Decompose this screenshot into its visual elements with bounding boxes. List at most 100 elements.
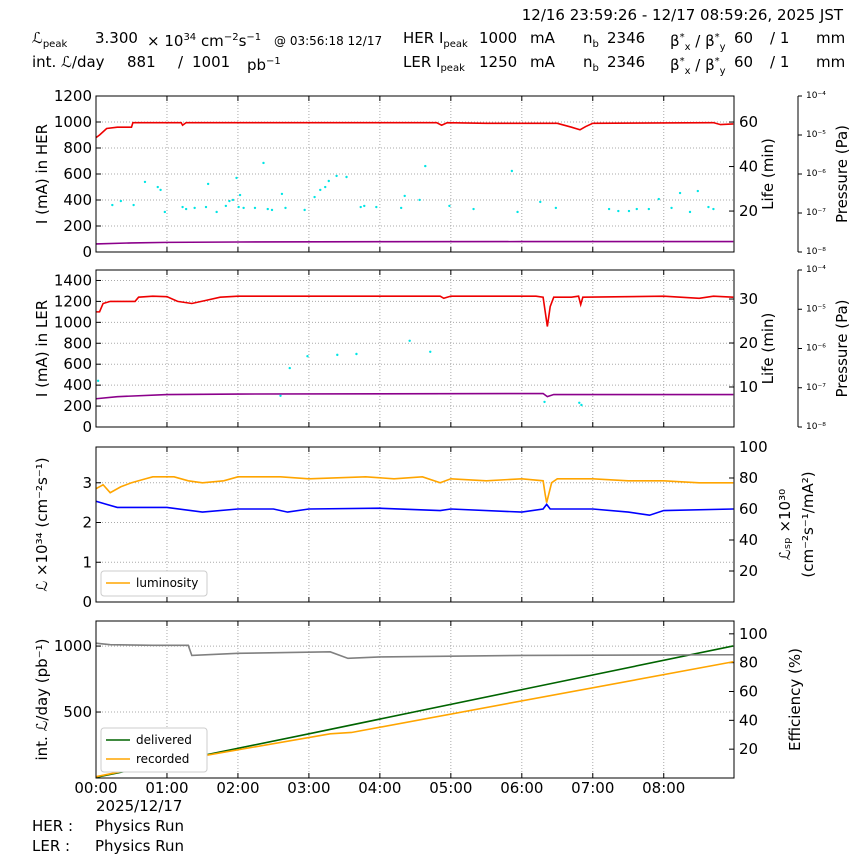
- data-point: [132, 203, 135, 207]
- header-text: mm: [816, 29, 846, 47]
- y-tick-label: 0: [82, 418, 92, 436]
- header-item: mA: [530, 28, 555, 48]
- y3-tick-label: 10⁻⁴: [806, 265, 826, 275]
- header-text: n: [583, 53, 593, 71]
- header-text: 881: [127, 53, 156, 71]
- data-point: [159, 188, 162, 192]
- y3-tick-label: 10⁻⁶: [806, 169, 826, 179]
- header-item: nb: [583, 52, 599, 79]
- data-point: [670, 206, 673, 210]
- y3-label: Pressure (Pa): [833, 125, 851, 223]
- header-text: / 1: [770, 53, 790, 71]
- header-item: mm: [816, 52, 845, 72]
- data-point: [288, 366, 291, 370]
- y2-tick-label: 60: [739, 500, 758, 518]
- y2-tick-label: 100: [739, 625, 768, 643]
- header-text: 60: [734, 53, 754, 71]
- header-text: *: [714, 56, 720, 67]
- header: ℒpeak 3.300 × 1034 cm−2s−1 @ 03:56:18 12/17…: [0, 0, 864, 80]
- y-tick-label: 200: [63, 217, 92, 235]
- data-point: [96, 379, 100, 383]
- data-point: [204, 205, 208, 209]
- y3-tick-label: 10⁻⁷: [806, 383, 826, 393]
- data-point: [408, 339, 411, 343]
- plot-frame: [95, 269, 735, 428]
- x-tick-label: 01:00: [145, 779, 188, 797]
- header-text: ℒ: [32, 29, 43, 47]
- y-label: I (mA) in LER: [33, 300, 51, 397]
- header-text: −1: [246, 32, 262, 43]
- y-tick-label: 400: [63, 376, 92, 394]
- x-tick-label: 03:00: [287, 779, 330, 797]
- data-point: [418, 198, 421, 202]
- data-point: [635, 207, 638, 211]
- data-point: [193, 206, 196, 210]
- header-item: 2346: [607, 28, 645, 48]
- data-point: [270, 208, 274, 212]
- header-item: nb: [583, 28, 599, 55]
- period: 12/16 23:59:26 - 12/17 08:59:26, 2025 JS…: [522, 6, 844, 24]
- header-text: 2346: [607, 29, 646, 47]
- header-text: y: [719, 42, 726, 53]
- data-point: [231, 198, 235, 202]
- header-item: / 1: [770, 28, 789, 48]
- data-point: [163, 210, 167, 214]
- y-tick-label: 2: [82, 514, 92, 532]
- header-text: mA: [530, 53, 555, 71]
- y2-tick-label: 20: [739, 334, 758, 352]
- header-text: @ 03:56:18 12/17: [274, 34, 383, 48]
- data-point: [303, 208, 306, 212]
- header-item: 1000: [479, 28, 517, 48]
- data-point: [580, 403, 583, 407]
- y3-tick-label: 10⁻⁵: [806, 130, 826, 140]
- header-item: HER Ipeak: [403, 28, 468, 55]
- y2-tick-label: 20: [739, 202, 758, 220]
- data-point: [607, 207, 611, 211]
- header-text: β: [670, 32, 680, 50]
- y2-tick-label: 60: [739, 682, 758, 700]
- y3-tick-label: 10⁻⁸: [806, 247, 826, 257]
- header-text: b: [592, 63, 599, 74]
- header-text: HER I: [403, 29, 444, 47]
- data-point: [280, 192, 284, 196]
- y-tick-label: 200: [63, 397, 92, 415]
- header-item: 1250: [479, 52, 517, 72]
- header-item: ℒpeak: [32, 28, 67, 55]
- header-text: n: [583, 29, 593, 47]
- header-item: × 1034 cm−2s−1: [147, 28, 261, 51]
- data-line: [95, 500, 734, 517]
- y-tick-label: 1: [82, 553, 92, 571]
- data-point: [279, 394, 282, 397]
- header-text: −1: [266, 56, 281, 67]
- data-point: [262, 161, 265, 165]
- data-point: [266, 207, 269, 211]
- plot-frame: [95, 620, 735, 779]
- data-point: [215, 210, 218, 214]
- y-label: ℒ ×10³⁴ (cm⁻²s⁻¹): [33, 457, 51, 591]
- data-point: [543, 400, 546, 404]
- data-point: [253, 206, 257, 210]
- header-item: mm: [816, 28, 845, 48]
- data-point: [516, 210, 519, 214]
- data-line: [95, 392, 734, 400]
- header-text: int. ℒ/day: [32, 53, 105, 71]
- header-item: / 1: [770, 52, 789, 72]
- y-tick-label: 1200: [54, 292, 92, 310]
- legend-box: [100, 727, 208, 773]
- data-point: [156, 185, 159, 189]
- header-text: mm: [816, 53, 846, 71]
- y2-tick-label: 10: [739, 378, 758, 396]
- header-item: pb−1: [247, 52, 281, 75]
- data-point: [707, 205, 710, 209]
- header-item: 881: [127, 52, 156, 72]
- data-point: [424, 164, 427, 168]
- data-point: [181, 205, 184, 209]
- legend-label: delivered: [136, 733, 192, 747]
- y-tick-label: 400: [63, 191, 92, 209]
- y-tick-label: 600: [63, 355, 92, 373]
- header-item: mA: [530, 52, 555, 72]
- header-text: peak: [440, 63, 465, 74]
- data-point: [657, 197, 660, 201]
- header-text: 1000: [479, 29, 518, 47]
- y-tick-label: 1000: [54, 637, 92, 655]
